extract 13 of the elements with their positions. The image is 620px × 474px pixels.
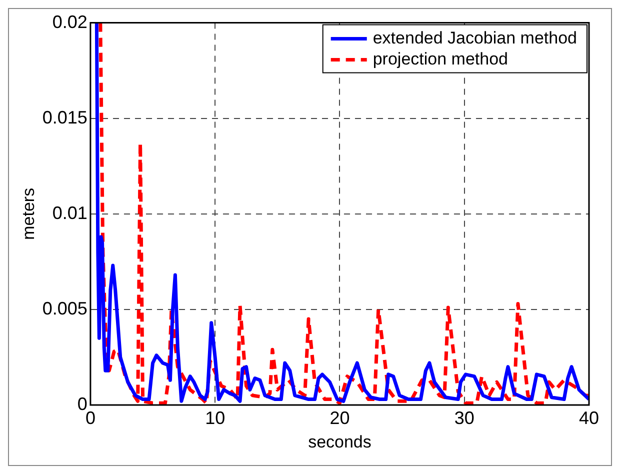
x-tick-label: 20: [330, 408, 350, 428]
y-tick-label: 0: [77, 394, 88, 414]
y-tick-label: 0.005: [42, 298, 88, 318]
y-tick-label: 0.01: [52, 202, 88, 223]
legend-label: projection method: [372, 49, 508, 68]
x-tick-label: 40: [578, 408, 600, 428]
x-tick-label: 10: [205, 408, 226, 428]
y-axis-title: meters: [18, 188, 38, 240]
legend-label: extended Jacobian method: [372, 28, 578, 48]
y-tick-label: 0.015: [42, 107, 88, 128]
x-axis-title: seconds: [308, 432, 372, 452]
x-tick-label: 30: [454, 408, 474, 428]
y-tick-label: 0.02: [52, 12, 88, 32]
